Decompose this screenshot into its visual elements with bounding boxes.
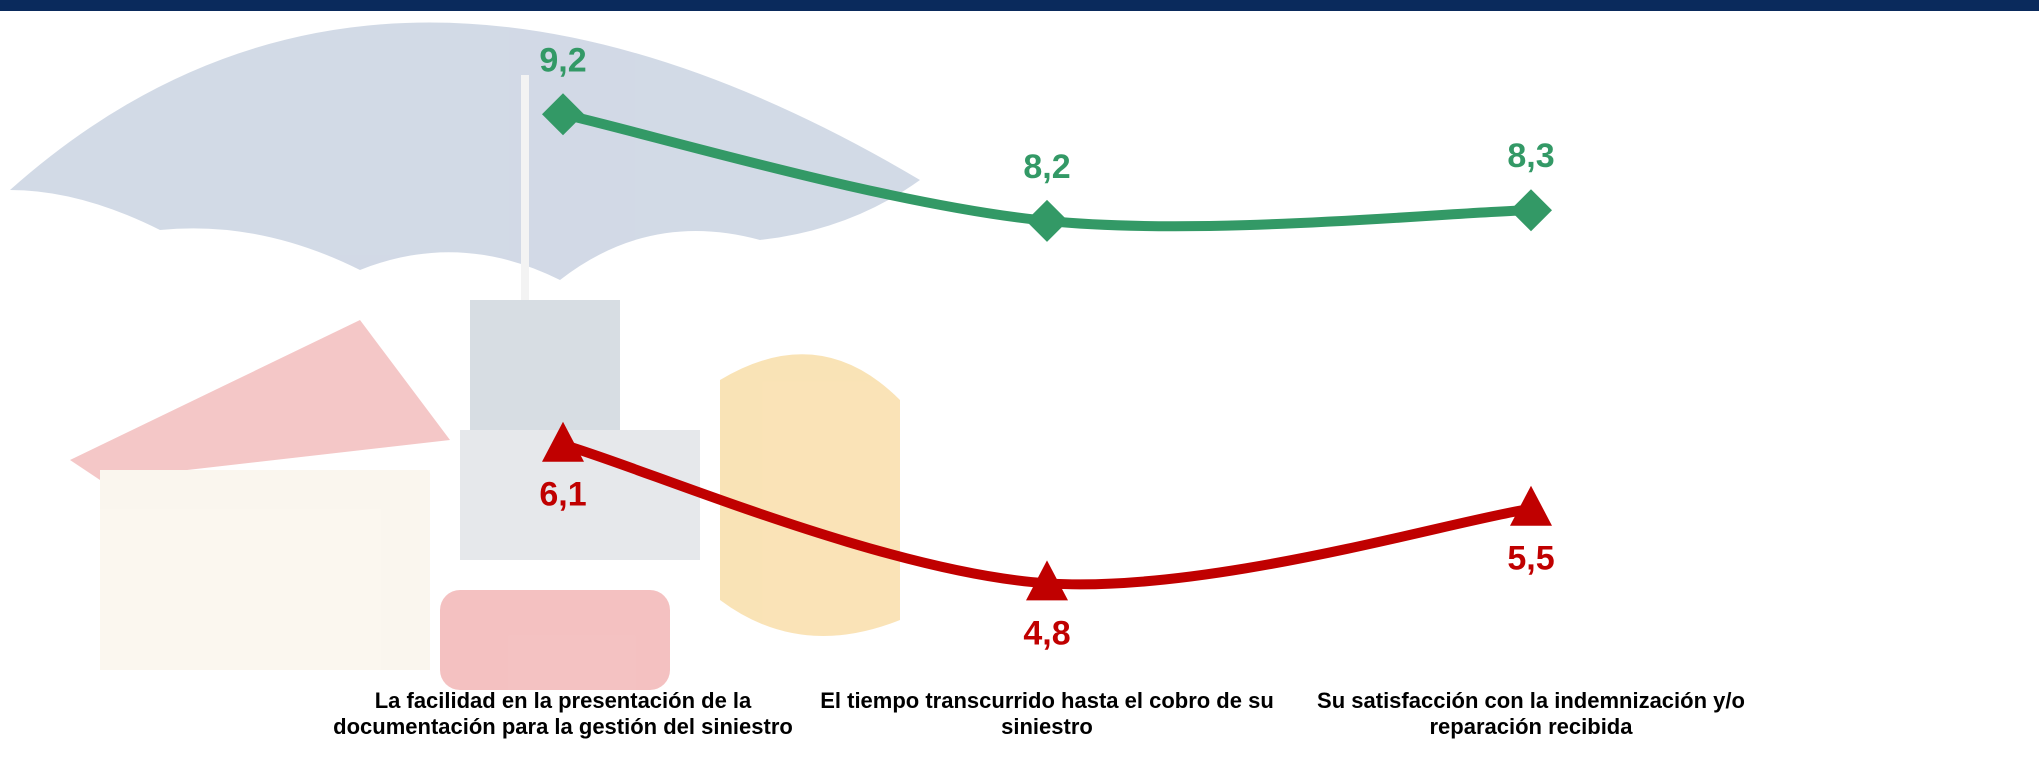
data-label: 4,8	[1023, 614, 1070, 652]
x-tick-label: Su satisfacción con la indemnización y/o…	[1317, 688, 1745, 739]
marker	[1026, 199, 1068, 242]
marker	[1510, 189, 1552, 232]
data-label: 5,5	[1507, 540, 1554, 578]
marker	[542, 421, 584, 462]
data-label: 8,2	[1023, 148, 1070, 186]
data-label: 6,1	[539, 476, 586, 514]
x-tick-label: El tiempo transcurrido hasta el cobro de…	[820, 688, 1274, 739]
marker	[1026, 560, 1068, 601]
x-tick-label: La facilidad en la presentación de la do…	[333, 688, 793, 739]
data-label: 8,3	[1507, 137, 1554, 175]
marker	[542, 93, 584, 136]
data-label: 9,2	[539, 41, 586, 79]
background-illustration	[10, 22, 920, 690]
top-bar	[0, 0, 2039, 11]
marker	[1510, 485, 1552, 526]
